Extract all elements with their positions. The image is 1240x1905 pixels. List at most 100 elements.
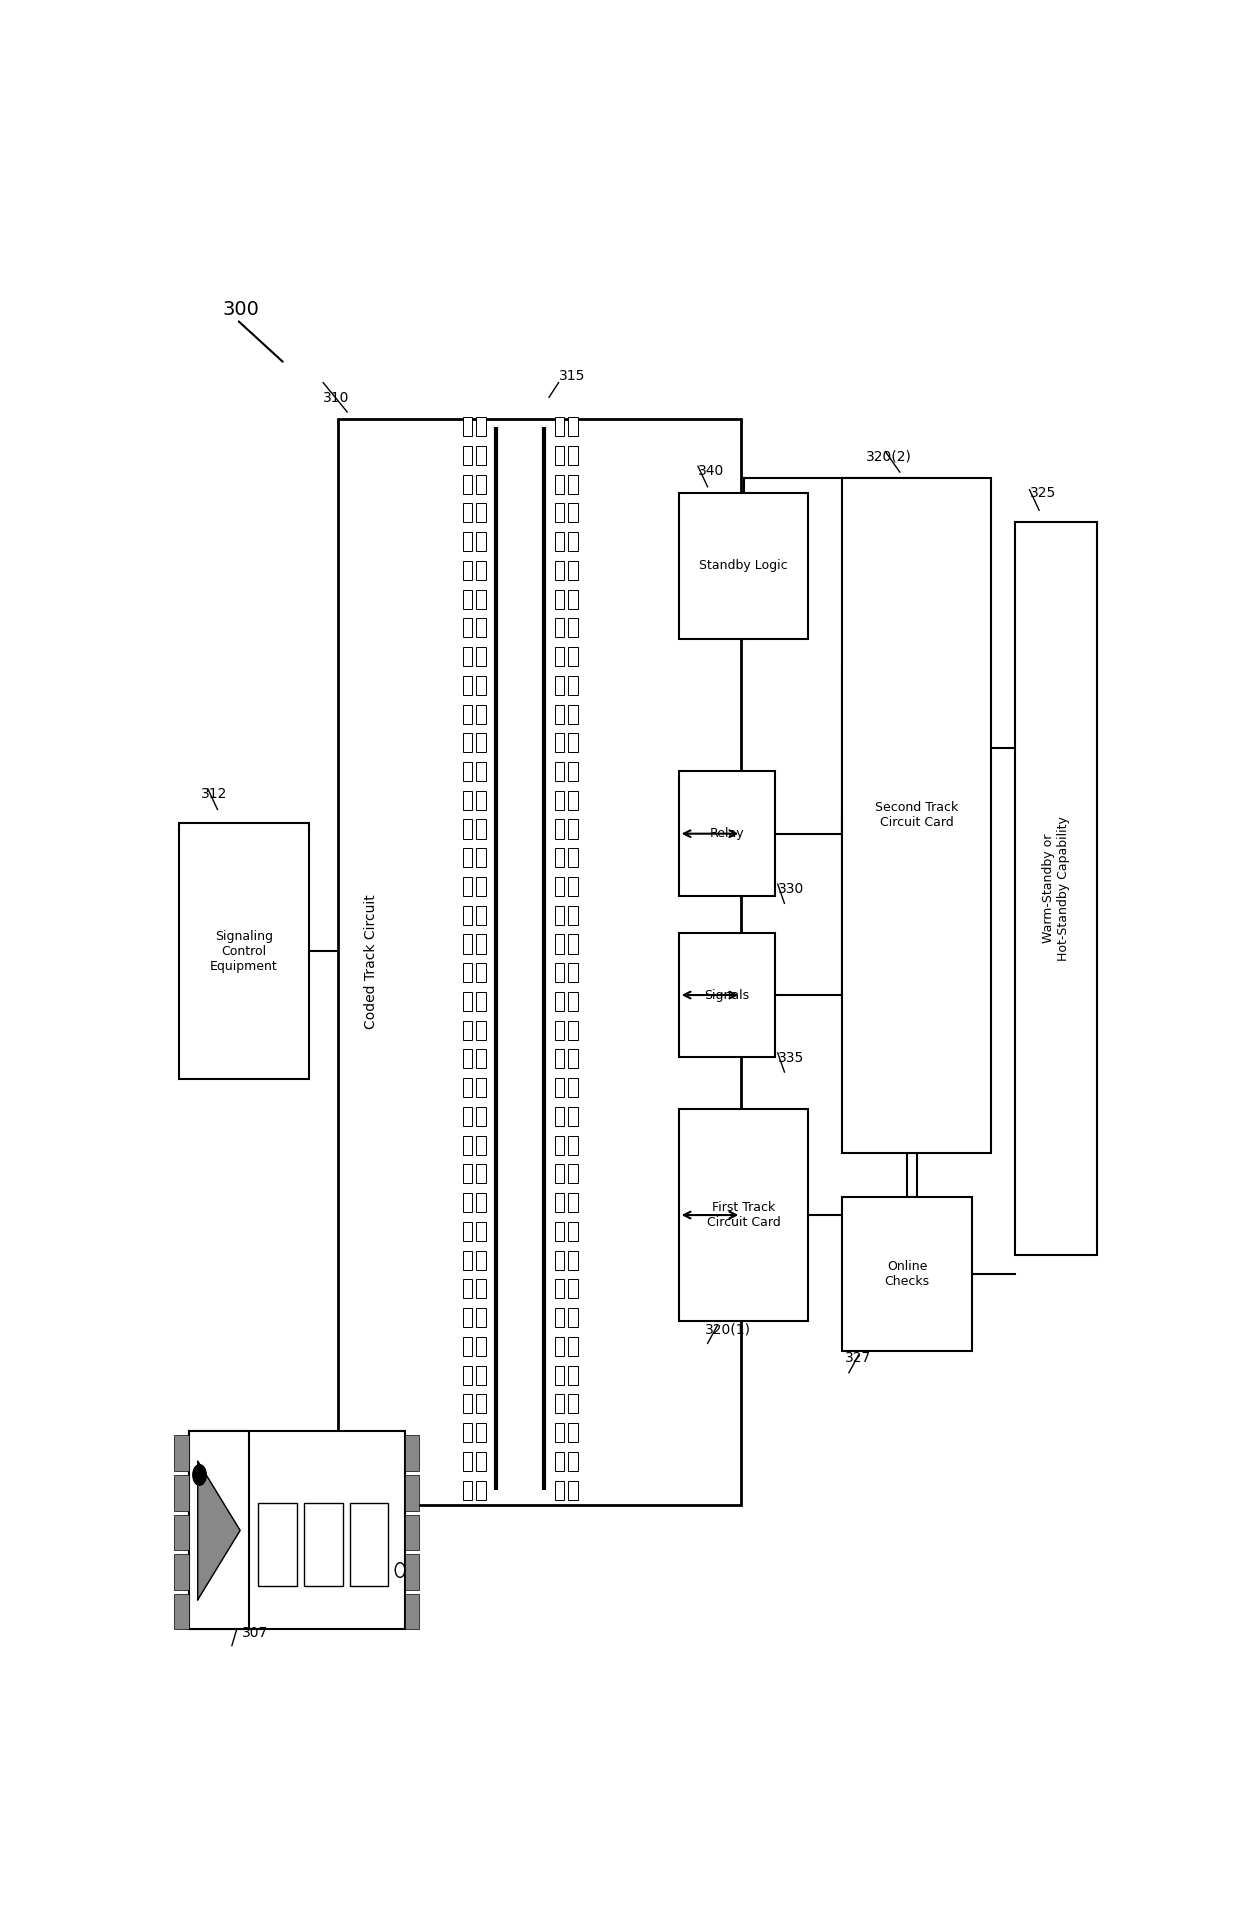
Bar <box>554 1280 564 1299</box>
Bar <box>842 478 991 1153</box>
Bar <box>554 1423 564 1442</box>
Bar <box>568 589 578 608</box>
Bar <box>554 1337 564 1356</box>
Bar <box>678 1109 808 1322</box>
Bar <box>554 1480 564 1499</box>
Bar <box>554 1050 564 1069</box>
Bar <box>568 1135 578 1154</box>
Bar <box>568 1366 578 1385</box>
Bar <box>554 848 564 867</box>
Bar <box>404 1434 419 1471</box>
Circle shape <box>192 1465 206 1486</box>
Bar <box>568 1250 578 1271</box>
Bar <box>476 531 486 551</box>
Bar <box>568 1164 578 1183</box>
Bar <box>476 417 486 436</box>
Bar <box>188 1431 404 1629</box>
Bar <box>568 1337 578 1356</box>
Bar <box>476 560 486 579</box>
Bar <box>463 1337 472 1356</box>
Bar <box>554 733 564 752</box>
Bar <box>554 1309 564 1328</box>
Bar <box>568 1280 578 1299</box>
Bar <box>476 1394 486 1414</box>
Bar <box>568 676 578 695</box>
Bar <box>568 446 578 465</box>
Bar <box>554 1078 564 1097</box>
Bar <box>568 791 578 810</box>
Bar <box>554 474 564 493</box>
Text: Coded Track Circuit: Coded Track Circuit <box>365 895 378 1029</box>
Bar <box>463 676 472 695</box>
Bar <box>463 733 472 752</box>
Bar <box>554 531 564 551</box>
Bar <box>174 1434 188 1471</box>
Bar <box>463 1280 472 1299</box>
Bar <box>463 1309 472 1328</box>
Bar <box>476 1366 486 1385</box>
Text: Signals: Signals <box>704 989 749 1002</box>
Bar <box>463 503 472 522</box>
Bar <box>476 705 486 724</box>
Bar <box>463 417 472 436</box>
Bar <box>476 1193 486 1212</box>
Text: First Track
Circuit Card: First Track Circuit Card <box>707 1200 780 1229</box>
Bar <box>554 619 564 638</box>
Bar <box>476 1021 486 1040</box>
Bar <box>476 589 486 608</box>
Bar <box>476 993 486 1012</box>
Bar <box>188 1431 249 1629</box>
Bar <box>174 1554 188 1591</box>
Bar <box>476 1135 486 1154</box>
Text: 340: 340 <box>698 465 724 478</box>
Bar <box>554 648 564 667</box>
Bar <box>463 791 472 810</box>
Bar <box>463 1107 472 1126</box>
Bar <box>476 964 486 983</box>
Bar <box>554 762 564 781</box>
Bar <box>463 619 472 638</box>
Bar <box>463 1452 472 1471</box>
Bar <box>568 417 578 436</box>
Text: 330: 330 <box>777 882 804 895</box>
Bar <box>554 705 564 724</box>
Bar <box>568 848 578 867</box>
Bar <box>476 1050 486 1069</box>
Bar <box>463 560 472 579</box>
Bar <box>463 905 472 924</box>
Bar <box>568 531 578 551</box>
Bar <box>568 1193 578 1212</box>
Bar <box>174 1474 188 1511</box>
Bar <box>568 705 578 724</box>
Bar <box>554 905 564 924</box>
Bar <box>1016 522 1096 1255</box>
Bar <box>476 446 486 465</box>
Bar <box>476 935 486 954</box>
Bar <box>568 1050 578 1069</box>
Bar <box>476 1452 486 1471</box>
Bar <box>463 705 472 724</box>
Bar <box>554 935 564 954</box>
Bar <box>568 733 578 752</box>
Bar <box>476 1164 486 1183</box>
Bar <box>554 964 564 983</box>
Bar <box>554 1193 564 1212</box>
Bar <box>476 848 486 867</box>
Bar <box>554 993 564 1012</box>
Bar <box>568 503 578 522</box>
Bar <box>568 762 578 781</box>
Bar <box>554 1394 564 1414</box>
Bar <box>554 589 564 608</box>
Bar <box>476 762 486 781</box>
Text: 320(1): 320(1) <box>704 1322 750 1335</box>
Bar <box>568 474 578 493</box>
Bar <box>179 823 309 1080</box>
Bar <box>463 1135 472 1154</box>
Text: 312: 312 <box>201 787 227 800</box>
Bar <box>568 819 578 838</box>
Bar <box>554 1221 564 1240</box>
Bar <box>463 1366 472 1385</box>
Bar <box>463 1193 472 1212</box>
Bar <box>476 1107 486 1126</box>
Bar <box>568 619 578 638</box>
